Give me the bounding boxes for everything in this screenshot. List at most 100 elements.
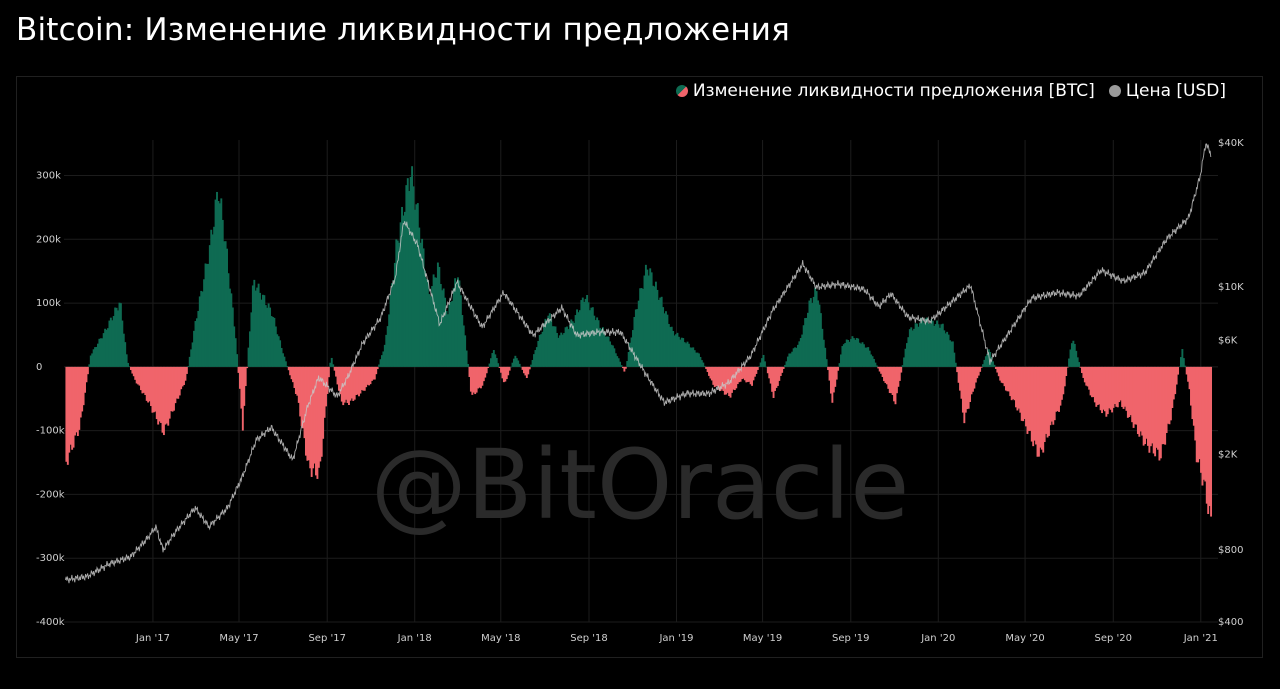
supply-bar: [142, 366, 145, 393]
supply-bar: [908, 329, 911, 367]
supply-bar: [141, 366, 144, 394]
supply-bar: [831, 366, 834, 403]
supply-bar: [405, 185, 408, 367]
supply-bar: [703, 365, 706, 367]
supply-bar: [1185, 366, 1188, 375]
supply-bar: [243, 366, 246, 406]
supply-bar: [659, 297, 662, 367]
supply-bar: [956, 366, 959, 373]
supply-bar: [370, 366, 373, 381]
supply-bar: [999, 366, 1002, 381]
supply-bar: [127, 362, 130, 367]
supply-bar: [206, 263, 208, 367]
supply-bar: [1017, 366, 1020, 409]
supply-bar: [852, 338, 855, 367]
supply-bar: [494, 354, 497, 367]
supply-bar: [368, 366, 370, 386]
supply-bar: [906, 343, 908, 367]
supply-bar: [1083, 366, 1086, 383]
supply-bar: [893, 366, 896, 402]
supply-bar: [475, 366, 478, 393]
supply-bar: [534, 350, 537, 367]
supply-bar: [355, 366, 358, 395]
y-right-tick-label: $10K: [1218, 282, 1244, 293]
supply-bar: [718, 366, 721, 390]
supply-bar: [788, 353, 791, 367]
supply-bar: [327, 366, 330, 378]
supply-bar: [323, 366, 326, 418]
legend-item-price[interactable]: Цена [USD]: [1108, 81, 1226, 101]
y-left-tick-label: -100k: [36, 426, 65, 437]
supply-bar: [1088, 366, 1091, 390]
supply-bar: [140, 366, 142, 391]
supply-bar: [620, 365, 623, 367]
supply-bar: [412, 186, 415, 367]
supply-bar: [525, 366, 528, 379]
supply-bar: [88, 364, 91, 367]
supply-bar: [111, 320, 114, 367]
supply-bar: [251, 285, 254, 367]
supply-bar: [1132, 366, 1135, 428]
supply-bar: [530, 364, 533, 367]
supply-bar: [723, 366, 726, 395]
supply-bar: [389, 294, 392, 367]
supply-bar: [864, 347, 867, 367]
supply-bar: [698, 353, 700, 367]
supply-bar: [643, 275, 646, 367]
supply-bar: [491, 353, 494, 367]
supply-bar: [1158, 366, 1161, 461]
supply-bar: [877, 366, 880, 369]
supply-bar: [1202, 366, 1205, 480]
supply-bar: [1164, 366, 1167, 445]
supply-bar: [1027, 366, 1030, 431]
supply-bar: [646, 269, 649, 367]
supply-bar: [81, 366, 84, 412]
y-left-tick-label: 0: [36, 362, 42, 373]
supply-bar: [544, 318, 547, 367]
supply-bar: [835, 366, 838, 380]
x-tick-label: May '19: [743, 633, 782, 644]
supply-bar: [1013, 366, 1016, 401]
supply-bar: [369, 366, 372, 385]
supply-bar: [749, 366, 752, 385]
supply-bar: [751, 366, 753, 386]
legend-swatch-supply: [675, 85, 688, 97]
supply-bar: [79, 366, 82, 418]
supply-bar: [128, 366, 131, 367]
supply-bar: [604, 336, 607, 367]
supply-bar: [396, 240, 399, 367]
supply-bar: [1179, 357, 1182, 367]
supply-bar: [1182, 358, 1185, 367]
supply-bar: [632, 330, 634, 367]
supply-bar: [741, 366, 743, 380]
supply-bar: [538, 335, 541, 367]
supply-bar: [518, 363, 521, 367]
supply-bar: [663, 313, 666, 367]
supply-bar: [1192, 366, 1195, 426]
supply-bar: [862, 344, 865, 367]
supply-bar: [98, 338, 101, 367]
supply-bar: [535, 347, 538, 367]
supply-bar: [1157, 366, 1159, 450]
legend-item-supply[interactable]: Изменение ликвидности предложения [BTC]: [675, 81, 1095, 101]
supply-bar: [900, 366, 903, 373]
supply-bar: [267, 303, 270, 367]
supply-bar: [722, 366, 725, 391]
supply-bar: [1208, 366, 1211, 507]
supply-bar: [1037, 366, 1040, 457]
supply-bar: [117, 310, 119, 367]
supply-bar: [758, 366, 761, 367]
supply-bar: [656, 289, 659, 367]
supply-bar: [434, 277, 436, 367]
supply-bar: [1171, 366, 1174, 408]
supply-bar: [1134, 366, 1136, 425]
supply-bar: [264, 305, 267, 367]
supply-bar: [1092, 366, 1095, 398]
supply-bar: [227, 273, 230, 367]
supply-bar: [528, 366, 531, 370]
supply-bar: [1205, 366, 1208, 504]
supply-bar: [676, 332, 679, 367]
supply-bar: [765, 366, 768, 368]
supply-bar: [1025, 366, 1027, 427]
supply-bar: [880, 366, 883, 374]
